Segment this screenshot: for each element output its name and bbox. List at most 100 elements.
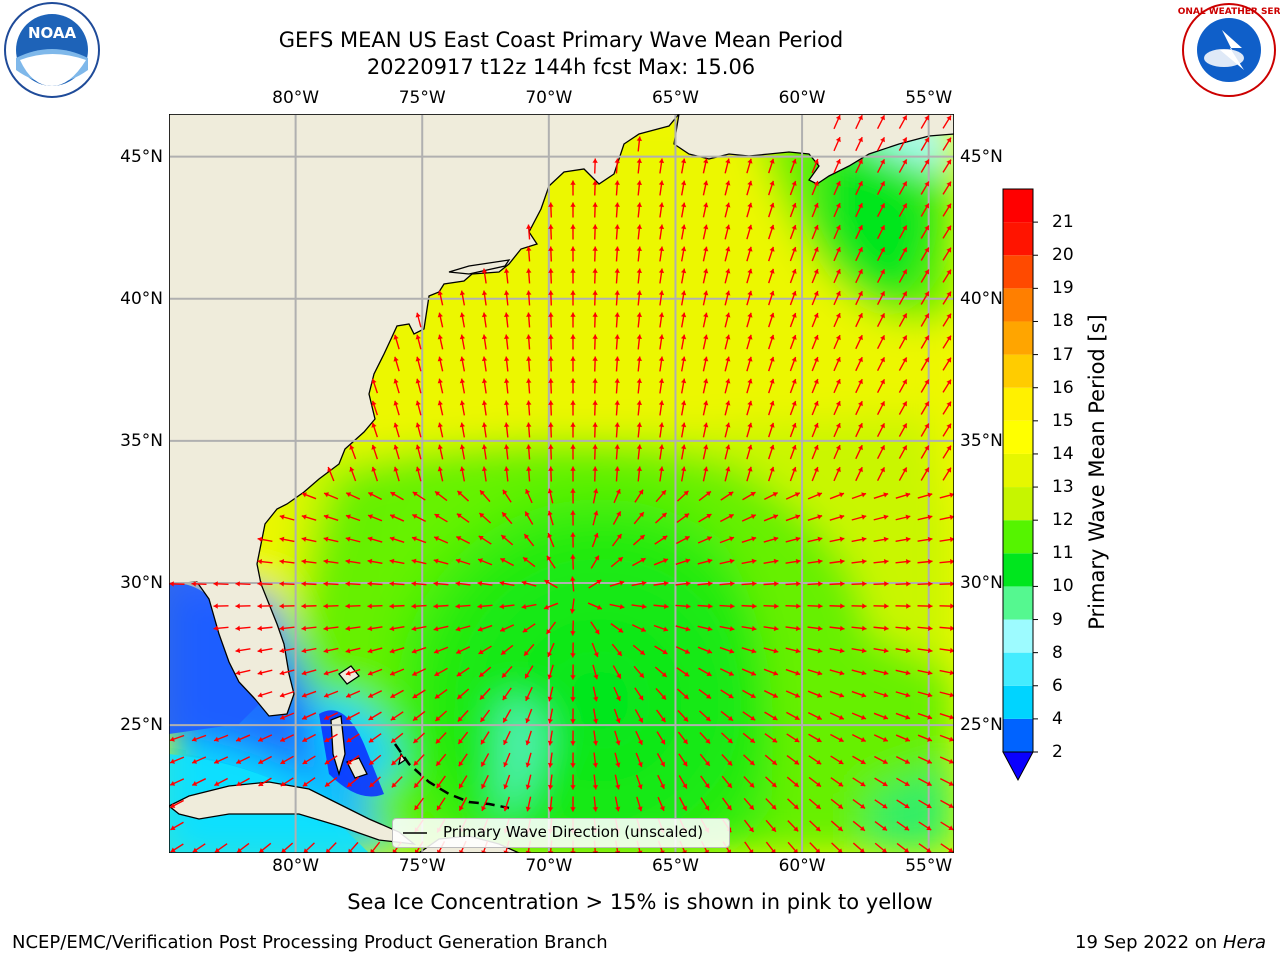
wave-arrow — [590, 555, 600, 569]
wave-arrow — [785, 536, 801, 543]
wave-arrow — [368, 711, 382, 721]
wave-arrow — [459, 312, 466, 328]
wave-arrow — [895, 536, 911, 543]
wave-arrow — [303, 842, 315, 853]
wave-arrow — [613, 686, 621, 702]
wave-arrow — [698, 688, 712, 700]
wave-arrow — [658, 356, 665, 372]
wave-arrow — [678, 775, 688, 789]
wave-arrow — [939, 669, 954, 676]
wave-arrow — [525, 774, 532, 790]
wave-arrow — [523, 643, 535, 657]
wave-arrow — [323, 581, 339, 587]
wave-arrow — [258, 842, 272, 853]
colorbar-segment — [1003, 487, 1033, 521]
wave-arrow — [170, 843, 184, 853]
wave-arrow — [765, 798, 777, 810]
wave-arrow — [855, 312, 863, 328]
wave-arrow — [257, 603, 273, 609]
wave-arrow — [324, 776, 338, 788]
wave-arrow — [898, 445, 908, 459]
wave-arrow — [851, 734, 867, 742]
wave-arrow — [169, 756, 185, 764]
wave-arrow — [636, 796, 643, 812]
wave-arrow — [258, 777, 272, 787]
wave-arrow — [214, 777, 228, 787]
wave-arrow — [829, 647, 845, 654]
wave-arrow — [592, 290, 598, 306]
wave-arrow — [874, 842, 888, 853]
wave-arrow — [636, 180, 643, 196]
wave-arrow — [658, 422, 665, 438]
wave-arrow — [833, 378, 841, 394]
wave-arrow — [301, 581, 317, 587]
wave-arrow — [390, 711, 404, 721]
wave-arrow — [367, 668, 383, 676]
wave-arrow — [809, 842, 821, 853]
wave-arrow — [746, 246, 753, 262]
wave-arrow — [809, 820, 821, 832]
wave-arrow — [657, 774, 665, 790]
wave-arrow — [942, 313, 952, 327]
wave-arrow — [592, 774, 599, 790]
wave-arrow — [658, 334, 665, 350]
wave-arrow — [702, 224, 709, 240]
wave-arrow — [898, 247, 908, 261]
chart-title-line1: GEFS MEAN US East Coast Primary Wave Mea… — [278, 28, 844, 52]
wave-arrow — [942, 181, 952, 195]
wave-arrow — [917, 734, 933, 742]
colorbar-segment — [1003, 586, 1033, 620]
lon-tick-label: 60°W — [778, 856, 826, 876]
wave-arrow — [636, 422, 643, 438]
wave-arrow — [455, 558, 471, 565]
wave-arrow — [349, 444, 357, 460]
wave-arrow — [830, 777, 844, 787]
wave-arrow — [411, 603, 427, 609]
wave-arrow — [876, 159, 886, 173]
wave-arrow — [895, 514, 911, 521]
wave-arrow — [301, 603, 317, 609]
wave-arrow — [656, 731, 666, 745]
wave-arrow — [235, 734, 251, 742]
wave-arrow — [323, 536, 339, 543]
wave-arrow — [789, 290, 797, 306]
wave-arrow — [680, 268, 687, 284]
wave-arrow — [301, 536, 317, 543]
wave-arrow — [502, 709, 512, 723]
wave-arrow — [548, 422, 554, 438]
wave-arrow — [855, 158, 863, 174]
wave-arrow — [481, 268, 488, 284]
wave-arrow — [676, 513, 690, 523]
wave-arrow — [742, 689, 756, 699]
wave-arrow — [830, 755, 844, 765]
wave-arrow — [789, 224, 797, 240]
wave-arrow — [636, 136, 643, 152]
wave-arrow — [614, 378, 620, 394]
colorbar-tick-label: 12 — [1052, 510, 1074, 531]
wave-arrow — [746, 378, 753, 394]
wave-arrow — [570, 444, 576, 460]
wave-arrow — [456, 513, 470, 523]
wave-arrow — [592, 664, 599, 680]
wave-arrow — [499, 624, 515, 632]
wave-arrow — [434, 490, 448, 502]
wave-arrow — [457, 731, 469, 745]
wave-arrow — [917, 647, 933, 654]
wave-arrow — [789, 202, 797, 218]
wave-arrow — [478, 535, 492, 545]
wave-arrow — [939, 514, 954, 521]
wave-arrow — [345, 625, 361, 632]
wave-arrow — [526, 400, 532, 416]
wave-arrow — [213, 756, 229, 764]
wave-arrow — [614, 290, 620, 306]
wave-arrow — [415, 444, 422, 460]
wave-arrow — [393, 334, 400, 350]
wave-arrow — [855, 180, 863, 196]
wave-arrow — [829, 558, 845, 565]
wave-arrow — [592, 312, 598, 328]
wave-arrow — [434, 513, 448, 523]
wave-arrow — [789, 246, 797, 262]
wave-arrow — [592, 444, 598, 460]
wave-arrow — [746, 312, 753, 328]
wave-arrow — [367, 491, 383, 501]
